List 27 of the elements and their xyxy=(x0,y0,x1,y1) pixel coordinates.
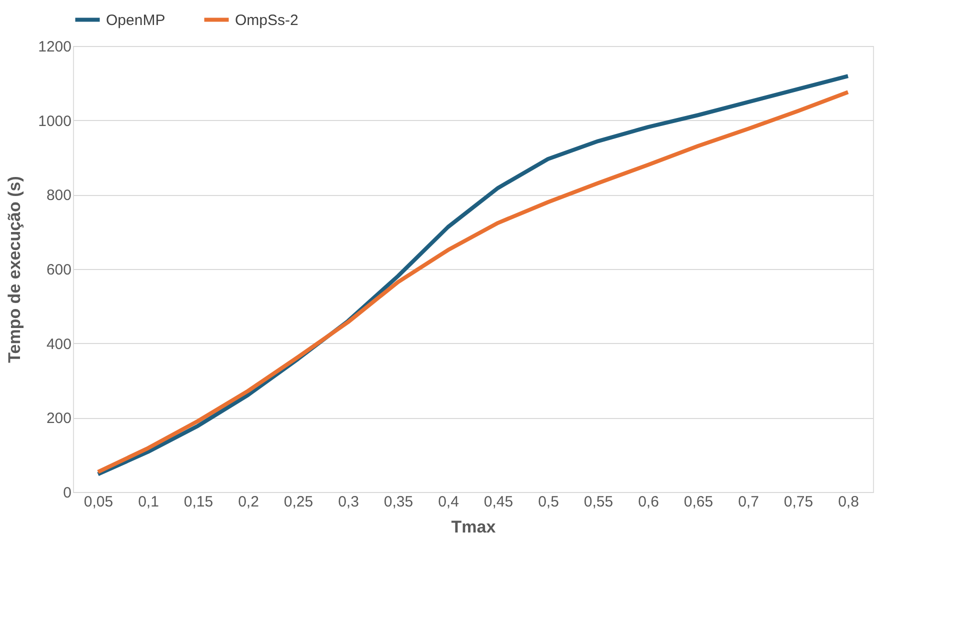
x-tick-label: 0,3 xyxy=(338,494,359,510)
y-tick-label: 200 xyxy=(46,410,72,428)
y-tick-label: 0 xyxy=(63,484,72,502)
x-tick-label: 0,15 xyxy=(184,494,214,510)
x-tick-label: 0,8 xyxy=(838,494,859,510)
x-axis-title: Tmax xyxy=(451,518,496,536)
y-axis-title: Tempo de execução (s) xyxy=(5,176,24,363)
y-tick-label: 1000 xyxy=(38,112,72,130)
x-tick-label: 0,4 xyxy=(438,494,459,510)
x-tick-label: 0,45 xyxy=(484,494,514,510)
y-tick-label: 800 xyxy=(46,187,72,204)
legend-label: OmpSs-2 xyxy=(235,12,298,29)
y-tick-label: 1200 xyxy=(38,38,72,56)
x-tick-label: 0,35 xyxy=(384,494,414,510)
x-tick-label: 0,1 xyxy=(138,494,159,510)
x-tick-label: 0,65 xyxy=(684,494,714,510)
x-tick-label: 0,2 xyxy=(238,494,259,510)
x-tick-label: 0,55 xyxy=(584,494,614,510)
x-tick-label: 0,5 xyxy=(538,494,559,510)
legend-label: OpenMP xyxy=(106,12,166,29)
y-tick-label: 400 xyxy=(46,336,72,353)
x-tick-label: 0,75 xyxy=(784,494,814,510)
x-tick-label: 0,25 xyxy=(284,494,314,510)
x-tick-label: 0,05 xyxy=(84,494,114,510)
x-tick-label: 0,7 xyxy=(738,494,759,510)
y-tick-label: 600 xyxy=(46,262,72,278)
x-tick-label: 0,6 xyxy=(638,494,659,510)
